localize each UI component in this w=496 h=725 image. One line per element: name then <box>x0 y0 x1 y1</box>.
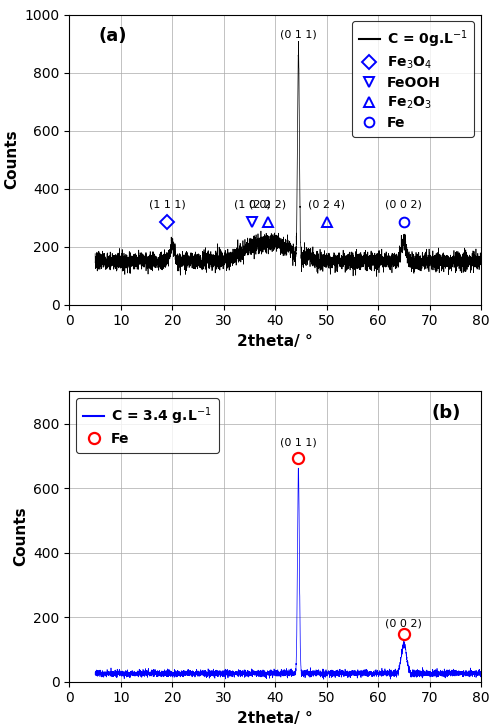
Text: (1 0 0): (1 0 0) <box>234 199 270 210</box>
Y-axis label: Counts: Counts <box>4 130 19 189</box>
Text: (0 0 2): (0 0 2) <box>385 199 423 210</box>
Text: (a): (a) <box>98 27 127 45</box>
Y-axis label: Counts: Counts <box>13 507 28 566</box>
Text: (0 0 2): (0 0 2) <box>385 618 423 629</box>
Text: (2 2 2): (2 2 2) <box>249 199 286 210</box>
Text: (b): (b) <box>432 404 461 422</box>
Legend: C = 0g.L$^{-1}$, Fe$_3$O$_4$, FeOOH, Fe$_2$O$_3$, Fe: C = 0g.L$^{-1}$, Fe$_3$O$_4$, FeOOH, Fe$… <box>352 22 474 137</box>
Text: (1 1 1): (1 1 1) <box>149 199 186 210</box>
Text: (0 2 4): (0 2 4) <box>308 199 345 210</box>
X-axis label: 2theta/ °: 2theta/ ° <box>238 710 313 725</box>
X-axis label: 2theta/ °: 2theta/ ° <box>238 334 313 349</box>
Text: (0 1 1): (0 1 1) <box>280 29 317 39</box>
Text: (0 1 1): (0 1 1) <box>280 438 317 448</box>
Legend: C = 3.4 g.L$^{-1}$, Fe: C = 3.4 g.L$^{-1}$, Fe <box>76 399 219 453</box>
